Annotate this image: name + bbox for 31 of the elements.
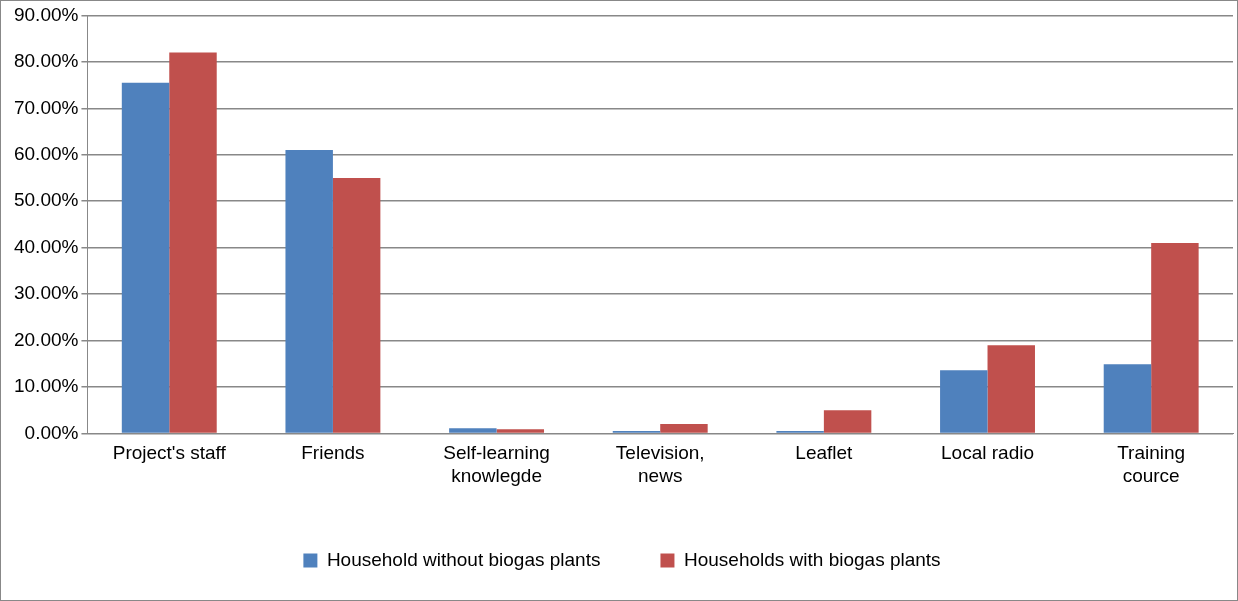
- x-tick-label: Television, news: [615, 442, 705, 486]
- x-tick-label: Training cource: [1117, 442, 1186, 486]
- bar: [496, 429, 545, 433]
- legend-label: Household without biogas plants: [326, 548, 601, 570]
- y-tick-label: 50.00%: [13, 189, 79, 211]
- bar: [169, 52, 217, 433]
- y-tick-label: 70.00%: [13, 96, 79, 118]
- bar: [332, 177, 381, 433]
- x-tick-label: Self-learning knowlegde: [443, 442, 550, 486]
- x-tick-label: Leaflet: [795, 442, 854, 464]
- bar: [1151, 242, 1199, 433]
- x-tick-label: Local radio: [941, 442, 1034, 464]
- y-tick-label: 60.00%: [13, 142, 79, 164]
- bar: [823, 410, 872, 433]
- y-tick-label: 10.00%: [13, 375, 79, 397]
- y-tick-label: 20.00%: [13, 328, 79, 350]
- bar: [660, 424, 708, 433]
- y-tick-label: 40.00%: [13, 235, 79, 257]
- bar: [449, 428, 497, 433]
- y-tick-label: 0.00%: [24, 421, 79, 443]
- x-tick-label: Friends: [301, 442, 365, 464]
- y-tick-label: 80.00%: [13, 50, 79, 72]
- bar: [987, 345, 1035, 433]
- bar: [285, 150, 333, 433]
- y-tick-label: 90.00%: [13, 3, 79, 25]
- x-tick-label: Project's staff: [112, 442, 227, 464]
- bar: [1103, 364, 1152, 433]
- y-tick-label: 30.00%: [13, 282, 79, 304]
- bar: [121, 82, 170, 433]
- legend-label: Households with biogas plants: [683, 548, 941, 570]
- bar: [940, 370, 988, 433]
